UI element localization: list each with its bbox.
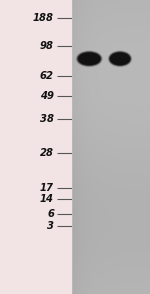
Ellipse shape: [78, 52, 101, 66]
Ellipse shape: [81, 55, 98, 63]
Ellipse shape: [112, 55, 128, 63]
Text: 38: 38: [40, 114, 54, 124]
Ellipse shape: [110, 52, 130, 66]
Ellipse shape: [79, 54, 99, 64]
Text: 6: 6: [47, 209, 54, 219]
Ellipse shape: [111, 54, 129, 64]
Ellipse shape: [78, 52, 100, 65]
Ellipse shape: [112, 55, 128, 63]
Ellipse shape: [80, 54, 99, 64]
Text: 188: 188: [33, 13, 54, 23]
Ellipse shape: [111, 54, 129, 64]
Ellipse shape: [77, 52, 101, 66]
Ellipse shape: [77, 51, 102, 66]
Ellipse shape: [112, 54, 128, 63]
Ellipse shape: [109, 52, 131, 66]
Ellipse shape: [80, 55, 98, 63]
Ellipse shape: [110, 53, 130, 65]
Ellipse shape: [81, 55, 98, 63]
Ellipse shape: [110, 52, 130, 65]
Ellipse shape: [78, 53, 100, 65]
Ellipse shape: [109, 52, 131, 66]
Text: 28: 28: [40, 148, 54, 158]
Bar: [0, 0, 72, 294]
Text: 49: 49: [40, 91, 54, 101]
Ellipse shape: [111, 54, 129, 64]
Ellipse shape: [77, 52, 101, 66]
Text: 14: 14: [40, 194, 54, 204]
Text: 62: 62: [40, 71, 54, 81]
Ellipse shape: [112, 55, 128, 63]
Text: 98: 98: [40, 41, 54, 51]
Ellipse shape: [80, 54, 99, 63]
Ellipse shape: [109, 51, 131, 66]
Ellipse shape: [79, 53, 100, 65]
Ellipse shape: [79, 54, 99, 64]
Text: 3: 3: [47, 221, 54, 231]
Ellipse shape: [111, 53, 129, 65]
Text: 17: 17: [40, 183, 54, 193]
